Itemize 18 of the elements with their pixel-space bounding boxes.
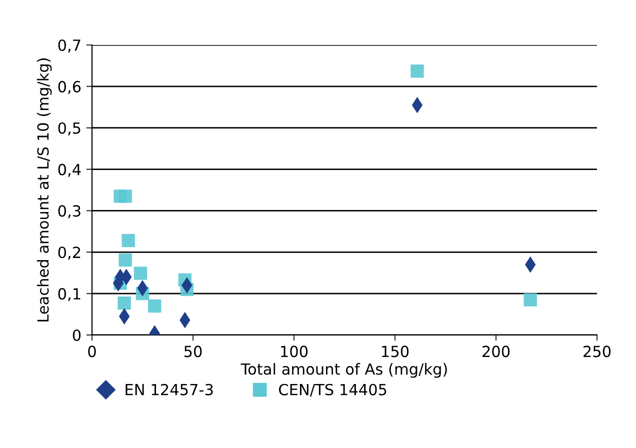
x-tick-label: 150 <box>382 346 409 358</box>
x-tick-label: 100 <box>281 346 308 358</box>
legend-label: EN 12457-3 <box>126 384 213 396</box>
y-tick-label: 0,7 <box>58 39 80 53</box>
y-tick-label: 0 <box>72 329 81 342</box>
x-axis-title: Total amount of As (mg/kg) <box>240 362 447 378</box>
y-tick-label: 0,2 <box>58 246 80 260</box>
legend-label: CEN/TS 14405 <box>279 384 386 397</box>
x-tick-label: 250 <box>584 346 611 358</box>
x-tick-label: 200 <box>482 346 510 358</box>
y-tick-label: 0,1 <box>58 288 80 302</box>
y-tick-label: 0,5 <box>58 122 80 136</box>
y-tick-label: 0,3 <box>58 205 80 218</box>
x-tick-label: 50 <box>184 346 202 358</box>
y-tick-label: 0,4 <box>58 164 81 177</box>
y-axis-title: Leached amount at L/S 10 (mg/kg) <box>36 58 52 322</box>
x-tick-label: 0 <box>88 346 96 358</box>
y-tick-label: 0,6 <box>58 80 81 94</box>
